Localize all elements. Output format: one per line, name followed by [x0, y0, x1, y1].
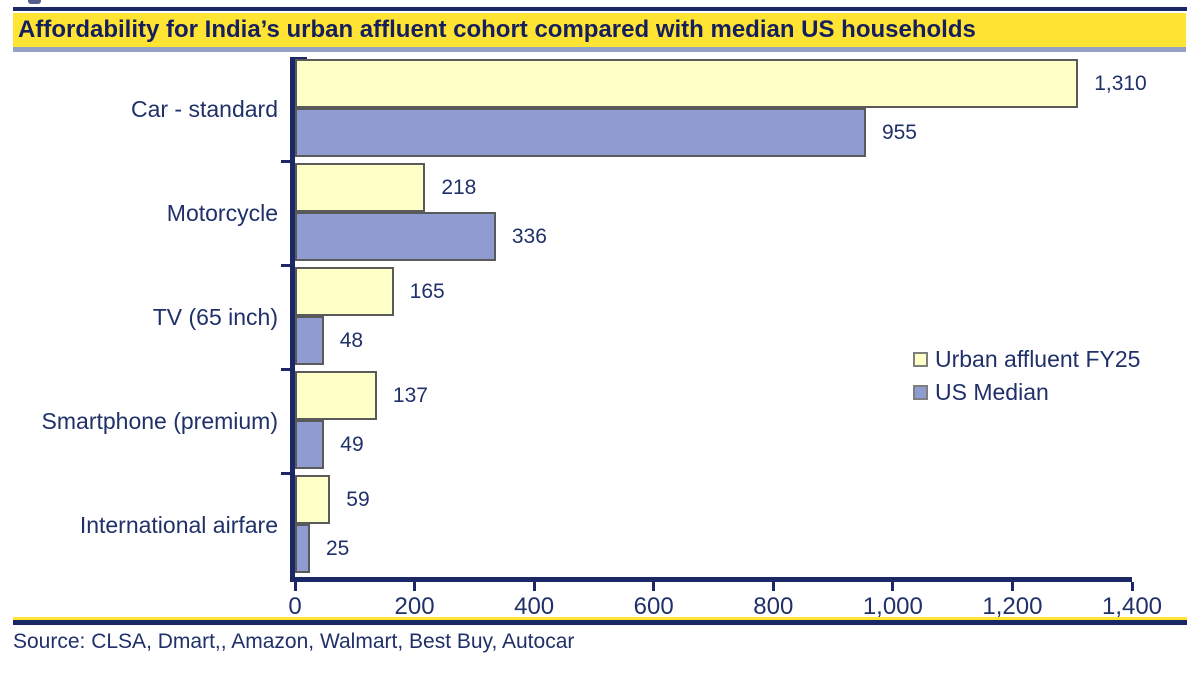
x-axis-tick-label: 0	[288, 593, 302, 620]
legend-item-urban-affluent: Urban affluent FY25	[913, 343, 1140, 376]
bar-us-median	[295, 420, 325, 469]
value-label: 1,310	[1094, 72, 1147, 95]
x-axis-tick	[891, 582, 895, 591]
y-axis-top-tick	[295, 57, 307, 60]
bar-urban-affluent	[295, 475, 331, 524]
legend: Urban affluent FY25 US Median	[913, 343, 1140, 409]
top-rule	[13, 7, 1187, 11]
category-label: Smartphone (premium)	[41, 407, 278, 434]
legend-label: US Median	[935, 379, 1049, 405]
chart-title: Affordability for India’s urban affluent…	[13, 13, 1186, 47]
value-label: 336	[511, 225, 547, 248]
x-axis-tick-label: 600	[633, 593, 674, 620]
bar-urban-affluent	[295, 59, 1079, 108]
y-axis	[290, 57, 295, 582]
x-axis	[290, 577, 1132, 582]
y-axis-tick	[281, 160, 290, 163]
value-label: 218	[441, 176, 477, 199]
x-axis-tick	[1010, 582, 1014, 591]
x-axis-tick	[1130, 582, 1134, 591]
bottom-accent-line	[13, 617, 1187, 620]
y-axis-tick	[281, 472, 290, 475]
category-label: Motorcycle	[166, 199, 278, 226]
x-axis-tick	[771, 582, 775, 591]
value-label: 955	[881, 121, 917, 144]
y-axis-tick	[281, 264, 290, 267]
source-note: Source: CLSA, Dmart,, Amazon, Walmart, B…	[13, 630, 575, 653]
x-axis-tick-label: 800	[753, 593, 794, 620]
cropped-text-remnant	[28, 0, 41, 4]
bar-us-median	[295, 212, 496, 261]
x-axis-tick-label: 1,000	[862, 593, 923, 620]
x-axis-tick-label: 1,200	[982, 593, 1043, 620]
category-label: TV (65 inch)	[152, 303, 278, 330]
legend-label: Urban affluent FY25	[935, 346, 1141, 372]
value-label: 49	[340, 433, 364, 456]
category-labels: Car - standard Motorcycle TV (65 inch) S…	[8, 57, 278, 577]
value-label: 137	[392, 384, 428, 407]
y-axis-tick	[281, 368, 290, 371]
x-axis-tick-label: 1,400	[1101, 593, 1163, 620]
value-label: 25	[325, 537, 350, 560]
value-label: 165	[409, 280, 445, 303]
x-axis-tick	[652, 582, 656, 591]
title-underline	[13, 47, 1186, 52]
legend-swatch-yellow-icon	[913, 352, 928, 367]
bar-urban-affluent	[295, 267, 394, 316]
bar-urban-affluent	[295, 371, 377, 420]
x-axis-tick	[413, 582, 417, 591]
value-label: 48	[339, 329, 364, 352]
bar-urban-affluent	[295, 163, 426, 212]
bottom-rule	[13, 620, 1187, 625]
plot-area: 1,310 955 218 336 165 48 137 49 59 25 0 200 400 600 80…	[281, 57, 1162, 620]
bar-us-median	[295, 524, 310, 573]
legend-swatch-blue-icon	[913, 385, 928, 400]
bar-us-median	[295, 316, 324, 365]
x-axis-tick-label: 200	[394, 593, 435, 620]
legend-item-us-median: US Median	[913, 376, 1140, 409]
x-axis-tick	[293, 582, 297, 591]
category-label: International airfare	[79, 511, 278, 538]
bar-us-median	[295, 108, 866, 157]
value-label: 59	[346, 488, 370, 511]
category-label: Car - standard	[130, 95, 278, 122]
x-axis-tick-label: 400	[514, 593, 555, 620]
x-axis-tick	[532, 582, 536, 591]
